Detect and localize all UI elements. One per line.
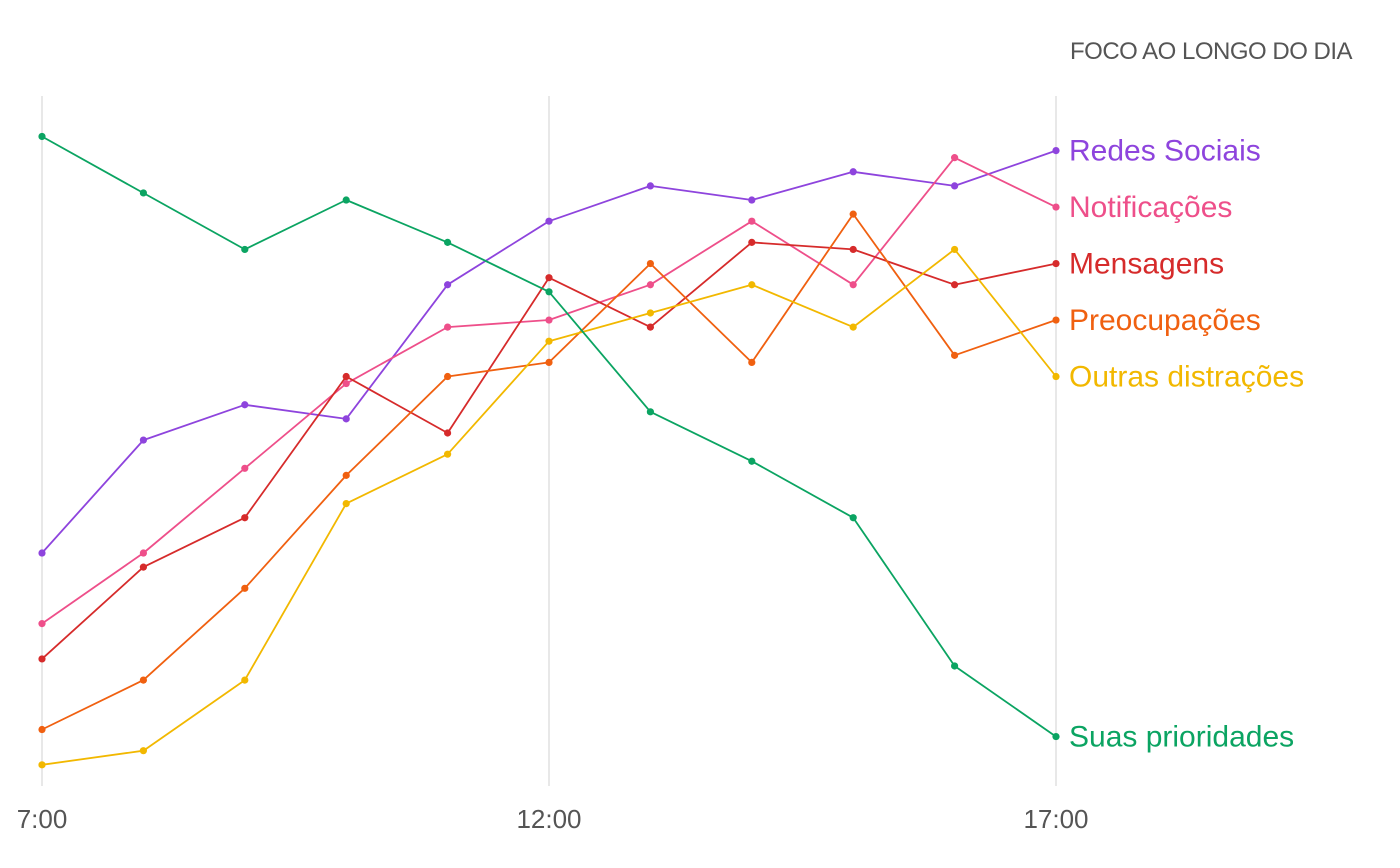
data-point [241, 514, 249, 522]
data-point [241, 464, 249, 472]
series-label: Outras distrações [1069, 361, 1304, 394]
data-point [241, 584, 249, 592]
data-point [951, 245, 959, 254]
chart-title: FOCO AO LONGO DO DIA [1070, 38, 1353, 65]
data-point [849, 168, 857, 176]
data-point [748, 217, 756, 225]
series-label: Preocupações [1069, 304, 1261, 337]
data-point [38, 620, 46, 628]
data-point [1052, 147, 1060, 155]
data-point [951, 662, 959, 670]
data-point [1052, 372, 1060, 381]
grid-lines [41, 96, 1057, 786]
data-point [646, 281, 655, 289]
series-label: Mensagens [1069, 248, 1224, 281]
data-point [748, 238, 756, 246]
x-tick-label: 12:00 [516, 804, 581, 834]
data-point [1052, 732, 1060, 741]
data-point [38, 132, 46, 141]
data-point [139, 676, 147, 684]
data-point [241, 245, 249, 254]
data-point [748, 457, 756, 465]
data-point [1052, 203, 1060, 211]
series-labels: Redes Sociais Notificações Mensagens Preocu… [1069, 135, 1304, 754]
data-point [748, 281, 756, 289]
data-point [342, 471, 350, 479]
data-point [849, 323, 857, 331]
data-point [646, 408, 655, 416]
data-point [951, 281, 959, 289]
series-label: Suas prioridades [1069, 721, 1294, 754]
data-point [139, 563, 147, 571]
data-point [849, 210, 857, 218]
data-point [342, 500, 350, 508]
data-point [545, 288, 553, 296]
data-point [444, 429, 452, 437]
data-point [545, 337, 553, 345]
series-label: Redes Sociais [1069, 135, 1261, 168]
data-point [1052, 259, 1060, 268]
x-axis-ticks: 7:00 12:00 17:00 [17, 804, 1089, 834]
data-point [139, 747, 147, 755]
series-points [38, 132, 1060, 769]
data-point [849, 514, 857, 522]
data-point [241, 401, 249, 409]
data-point [444, 450, 452, 458]
data-point [849, 281, 857, 289]
data-point [38, 549, 46, 557]
data-point [342, 415, 350, 423]
data-point [444, 372, 452, 381]
data-point [748, 358, 756, 366]
data-point [545, 217, 553, 225]
data-point [646, 323, 655, 331]
data-point [646, 309, 655, 317]
data-point [545, 274, 553, 282]
data-point [951, 154, 959, 162]
data-point [38, 725, 46, 734]
data-point [139, 189, 147, 197]
data-point [849, 245, 857, 254]
data-point [444, 238, 452, 246]
data-point [241, 676, 249, 684]
data-point [1052, 316, 1060, 324]
x-tick-label: 17:00 [1023, 804, 1088, 834]
data-point [646, 182, 655, 190]
data-point [342, 372, 350, 381]
data-point [545, 358, 553, 366]
data-point [545, 316, 553, 324]
data-point [444, 323, 452, 331]
series-label: Notificações [1069, 191, 1232, 224]
data-point [38, 761, 46, 769]
data-point [748, 196, 756, 204]
x-tick-label: 7:00 [17, 804, 68, 834]
data-point [951, 182, 959, 190]
data-point [444, 281, 452, 289]
data-point [139, 549, 147, 557]
data-point [951, 351, 959, 359]
data-point [139, 436, 147, 444]
data-point [342, 379, 350, 388]
data-point [342, 196, 350, 204]
data-point [38, 655, 46, 663]
data-point [646, 259, 655, 268]
